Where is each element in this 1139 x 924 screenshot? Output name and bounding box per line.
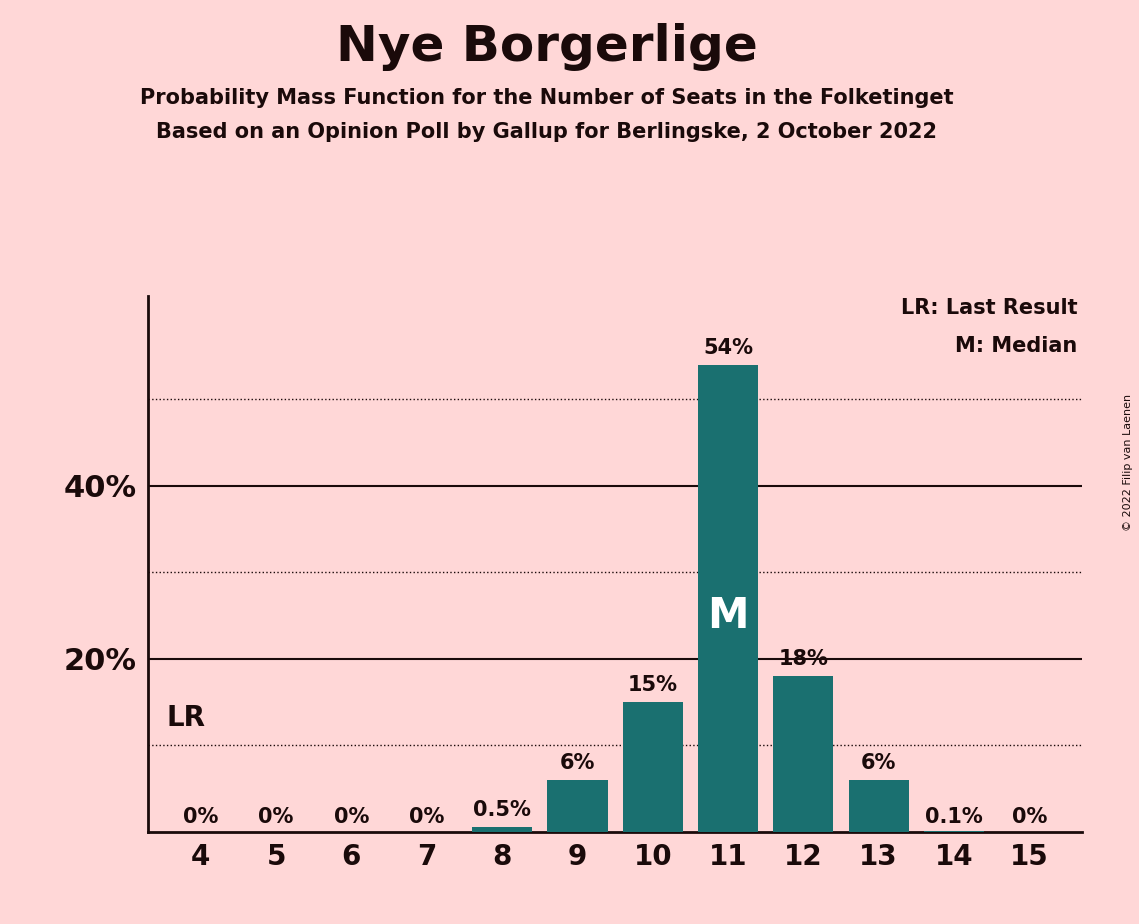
Bar (472, 827, 532, 832)
Text: M: M (707, 594, 748, 637)
Bar (773, 676, 834, 832)
Text: Nye Borgerlige: Nye Borgerlige (336, 23, 757, 71)
Text: 0.1%: 0.1% (925, 808, 983, 827)
Text: 6%: 6% (559, 753, 595, 772)
Text: 0%: 0% (409, 808, 444, 827)
Text: 0%: 0% (183, 808, 219, 827)
Text: 0%: 0% (334, 808, 369, 827)
Text: 18%: 18% (778, 649, 828, 669)
Bar (698, 365, 759, 832)
Text: M: Median: M: Median (956, 336, 1077, 356)
Text: Based on an Opinion Poll by Gallup for Berlingske, 2 October 2022: Based on an Opinion Poll by Gallup for B… (156, 122, 937, 142)
Text: 15%: 15% (628, 675, 678, 695)
Bar (623, 702, 683, 832)
Text: 0%: 0% (259, 808, 294, 827)
Text: LR: LR (167, 704, 206, 732)
Text: LR: Last Result: LR: Last Result (901, 298, 1077, 319)
Text: 6%: 6% (861, 753, 896, 772)
Text: 54%: 54% (703, 338, 753, 358)
Bar (547, 780, 607, 832)
Bar (849, 780, 909, 832)
Text: Probability Mass Function for the Number of Seats in the Folketinget: Probability Mass Function for the Number… (140, 88, 953, 108)
Text: 0.5%: 0.5% (473, 800, 531, 821)
Text: © 2022 Filip van Laenen: © 2022 Filip van Laenen (1123, 394, 1133, 530)
Text: 0%: 0% (1011, 808, 1047, 827)
